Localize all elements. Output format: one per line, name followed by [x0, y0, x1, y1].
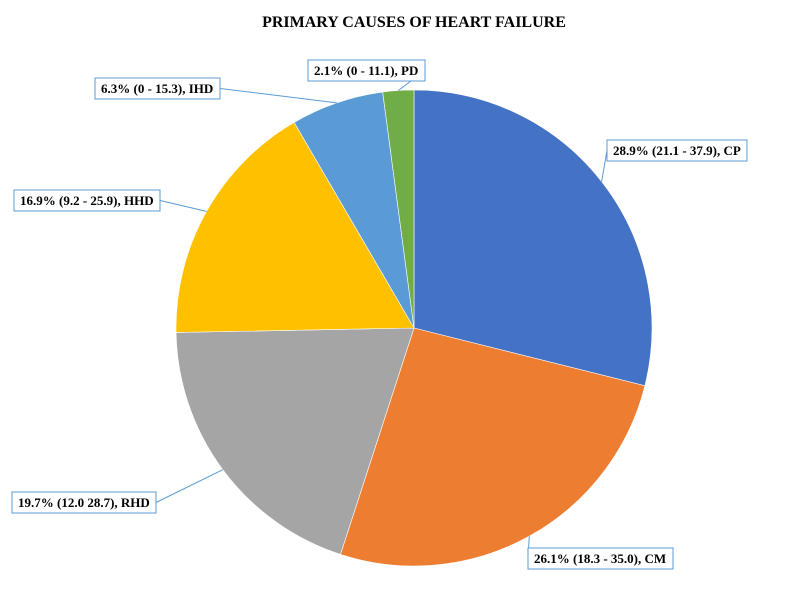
leader-line-ihd [219, 88, 337, 104]
slice-label-ihd: 6.3% (0 - 15.3), IHD [101, 81, 213, 96]
pie-slice-cm [340, 327, 646, 567]
slice-label-cm: 26.1% (18.3 - 35.0), CM [534, 551, 666, 566]
slice-label-hhd: 16.9% (9.2 - 25.9), HHD [20, 193, 154, 208]
leader-line-cp [601, 150, 608, 182]
slice-label-cp: 28.9% (21.1 - 37.9), CP [613, 143, 741, 158]
slice-label-box-ihd [94, 77, 221, 100]
slice-label-box-pd [307, 59, 426, 82]
slice-label-box-hhd [13, 189, 161, 212]
slice-label-box-cm [527, 547, 674, 570]
pie-slice-cp [413, 89, 653, 387]
slice-label-pd: 2.1% (0 - 11.1), PD [314, 63, 418, 78]
slice-labels: 28.9% (21.1 - 37.9), CP 26.1% (18.3 - 35.… [11, 59, 748, 570]
pie-slices [175, 89, 653, 567]
leader-line-rhd [155, 469, 224, 503]
chart-title: PRIMARY CAUSES OF HEART FAILURE [262, 14, 566, 31]
slice-label-box-rhd [11, 491, 157, 514]
slice-label-rhd: 19.7% (12.0 28.7), RHD [18, 495, 150, 510]
slice-label-box-cp [606, 139, 748, 162]
leader-line-hhd [159, 200, 207, 212]
pie-slice-rhd [175, 327, 415, 555]
